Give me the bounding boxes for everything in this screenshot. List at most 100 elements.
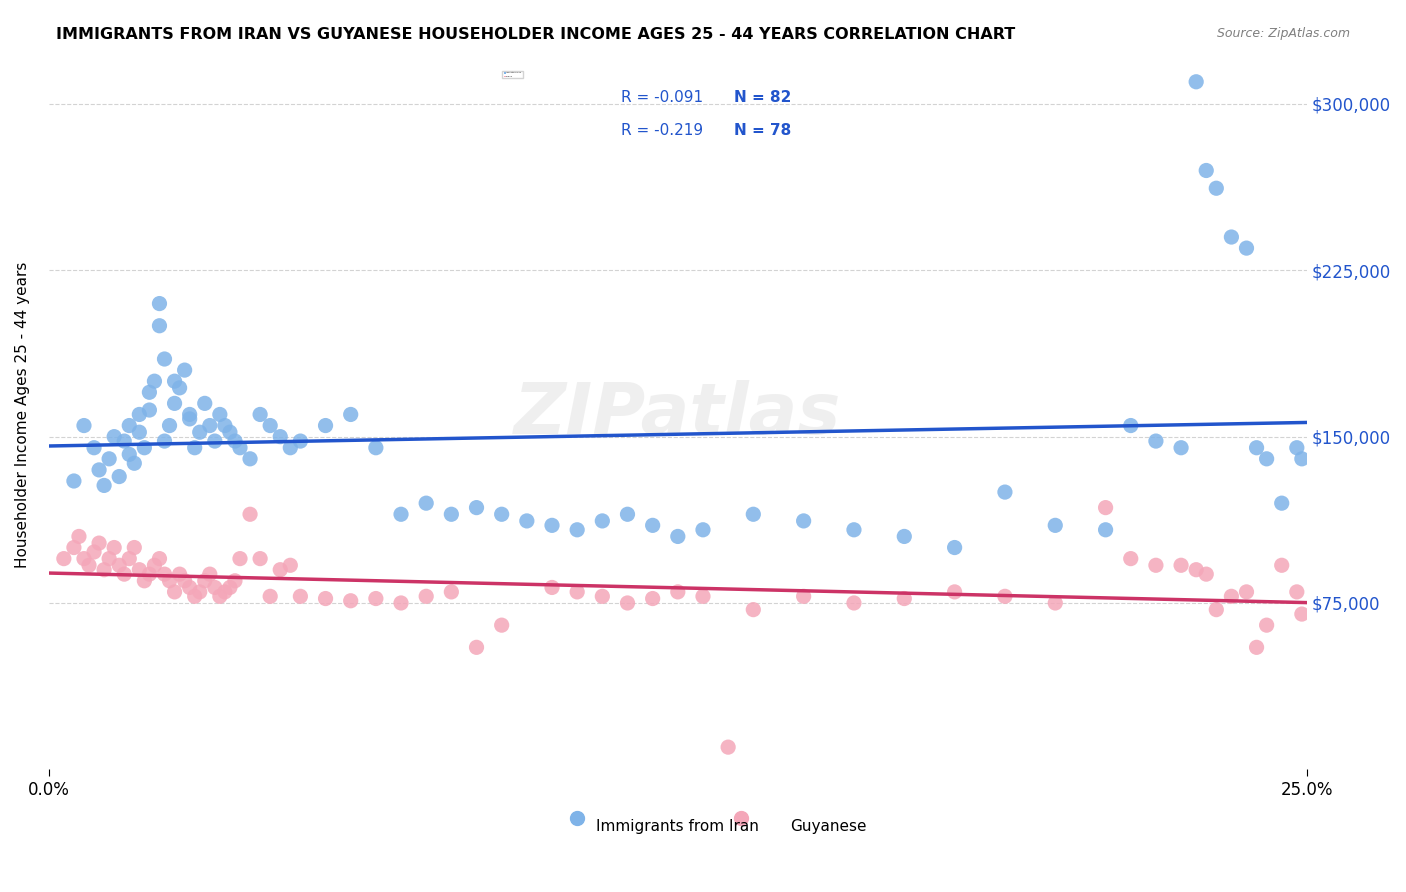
Point xyxy=(194,574,217,588)
Point xyxy=(1256,451,1278,466)
Point xyxy=(1119,418,1142,433)
Point xyxy=(315,591,337,606)
Point xyxy=(134,441,156,455)
Point xyxy=(666,529,689,543)
Text: N = 78: N = 78 xyxy=(734,123,792,138)
Point xyxy=(219,581,242,595)
Point xyxy=(214,585,236,599)
Point xyxy=(138,567,160,582)
Point xyxy=(163,396,186,410)
Point xyxy=(163,585,186,599)
Point xyxy=(148,318,170,333)
Point xyxy=(1246,640,1268,655)
Point xyxy=(269,563,291,577)
Point xyxy=(1045,596,1067,610)
Point xyxy=(208,408,231,422)
Point xyxy=(83,441,105,455)
Point xyxy=(224,574,246,588)
Point xyxy=(616,508,638,522)
Point xyxy=(173,574,195,588)
Point xyxy=(269,430,291,444)
Point xyxy=(128,408,150,422)
Point xyxy=(63,474,86,488)
Point xyxy=(440,585,463,599)
Point xyxy=(73,551,96,566)
Point xyxy=(389,596,412,610)
Point xyxy=(134,574,156,588)
Point xyxy=(1170,558,1192,573)
Point xyxy=(163,374,186,388)
Point xyxy=(1045,518,1067,533)
Point xyxy=(641,591,664,606)
Point xyxy=(666,585,689,599)
Point xyxy=(278,441,301,455)
Point xyxy=(616,596,638,610)
Point xyxy=(943,585,966,599)
Point xyxy=(179,412,201,426)
Point xyxy=(742,602,765,616)
Point xyxy=(339,408,361,422)
Point xyxy=(229,551,252,566)
Point xyxy=(188,425,211,440)
Point xyxy=(229,441,252,455)
Point xyxy=(893,591,915,606)
Point xyxy=(491,618,513,632)
Point xyxy=(67,529,90,543)
Point xyxy=(692,523,714,537)
Point xyxy=(259,590,281,604)
Point xyxy=(204,581,226,595)
Point xyxy=(1195,163,1218,178)
Point xyxy=(1170,441,1192,455)
Y-axis label: Householder Income Ages 25 - 44 years: Householder Income Ages 25 - 44 years xyxy=(15,261,30,567)
Point xyxy=(641,518,664,533)
Point xyxy=(364,441,387,455)
Point xyxy=(93,478,115,492)
Point xyxy=(118,418,141,433)
Point xyxy=(108,558,131,573)
Point xyxy=(1271,558,1294,573)
Point xyxy=(541,518,564,533)
Point xyxy=(315,418,337,433)
Text: N = 82: N = 82 xyxy=(734,90,792,105)
Point xyxy=(893,529,915,543)
Point xyxy=(183,590,205,604)
Point xyxy=(148,296,170,310)
Point xyxy=(290,590,312,604)
Point xyxy=(138,385,160,400)
Point xyxy=(1205,602,1227,616)
Point xyxy=(138,403,160,417)
Point xyxy=(465,640,488,655)
Point xyxy=(87,536,110,550)
Point xyxy=(516,514,538,528)
Point xyxy=(567,523,589,537)
Point xyxy=(188,585,211,599)
Point xyxy=(179,408,201,422)
Point xyxy=(108,469,131,483)
Text: R = -0.219: R = -0.219 xyxy=(621,123,703,138)
Point xyxy=(153,567,176,582)
Text: R = -0.091: R = -0.091 xyxy=(621,90,703,105)
Point xyxy=(77,558,100,573)
Point xyxy=(1144,558,1167,573)
Point xyxy=(87,463,110,477)
Text: Guyanese: Guyanese xyxy=(790,819,868,834)
Point xyxy=(415,496,437,510)
Point xyxy=(219,425,242,440)
Point xyxy=(440,508,463,522)
Point xyxy=(1246,441,1268,455)
Point xyxy=(943,541,966,555)
Point xyxy=(290,434,312,448)
Point xyxy=(793,590,815,604)
Point xyxy=(1285,441,1308,455)
Point xyxy=(717,740,740,755)
Point xyxy=(259,418,281,433)
Point xyxy=(239,451,262,466)
Point xyxy=(1185,563,1208,577)
Point xyxy=(169,567,191,582)
Point xyxy=(1291,607,1313,621)
Text: Immigrants from Iran: Immigrants from Iran xyxy=(596,819,759,834)
Point xyxy=(1220,230,1243,244)
Point xyxy=(148,551,170,566)
Point xyxy=(249,408,271,422)
Point xyxy=(1256,618,1278,632)
